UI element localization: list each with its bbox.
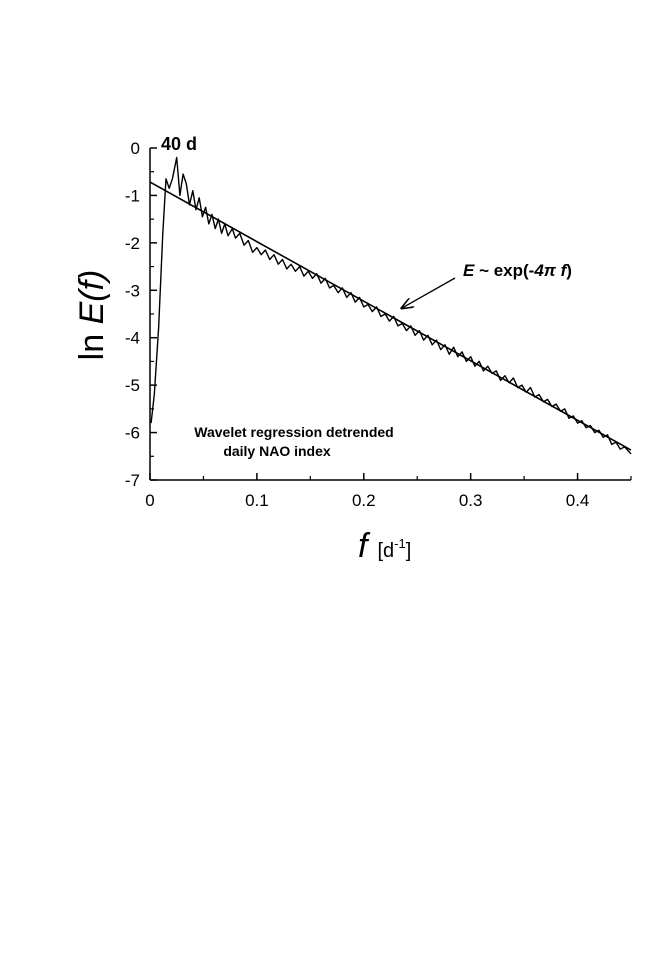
x-tick-label: 0.2 — [352, 491, 376, 510]
series-layer — [149, 156, 632, 455]
x-label-unit: [d — [377, 540, 394, 562]
y-tick-label: -2 — [125, 234, 140, 253]
peak-annotation: 40 d — [161, 134, 197, 154]
x-label-main: f — [358, 527, 371, 565]
y-tick-label: -4 — [125, 329, 140, 348]
fit-formula-body: ~ exp(- — [474, 261, 534, 280]
description-line-1: Wavelet regression detrended — [194, 424, 393, 440]
x-tick-label: 0.1 — [245, 491, 269, 510]
x-label-unit-close: ] — [406, 540, 412, 562]
x-ticks: 0 0.1 0.2 0.3 0.4 — [145, 473, 632, 510]
spectrum-line — [150, 156, 632, 455]
y-ticks: 0 -1 -2 -3 -4 -5 -6 -7 — [125, 139, 157, 490]
fit-formula-E: E — [463, 261, 475, 280]
y-tick-label: -3 — [125, 281, 140, 300]
x-axis-label: f [d-1] — [358, 527, 411, 565]
y-tick-label: -1 — [125, 186, 140, 205]
y-label-main: E(f) — [73, 270, 111, 325]
annotation-arrow — [402, 277, 456, 308]
x-tick-label: 0.4 — [566, 491, 590, 510]
fit-formula-exponent: 4π f — [533, 261, 568, 280]
y-tick-label: -7 — [125, 471, 140, 490]
x-label-unit-exp: -1 — [394, 536, 406, 551]
fit-line — [149, 181, 632, 451]
y-axis-label: ln E(f) — [73, 270, 111, 361]
y-label-prefix: ln — [73, 324, 111, 360]
y-tick-label: 0 — [131, 139, 140, 158]
description-line-2: daily NAO index — [223, 443, 331, 459]
fit-formula-close: ) — [566, 261, 572, 280]
y-tick-label: -6 — [125, 424, 140, 443]
x-tick-label: 0 — [145, 491, 154, 510]
plot-axes: 0 -1 -2 -3 -4 -5 -6 -7 0 0.1 0.2 0.3 0.4 — [125, 139, 632, 510]
x-tick-label: 0.3 — [459, 491, 483, 510]
y-tick-label: -5 — [125, 376, 140, 395]
fit-formula-annotation: E ~ exp(-4π f) — [463, 261, 572, 280]
